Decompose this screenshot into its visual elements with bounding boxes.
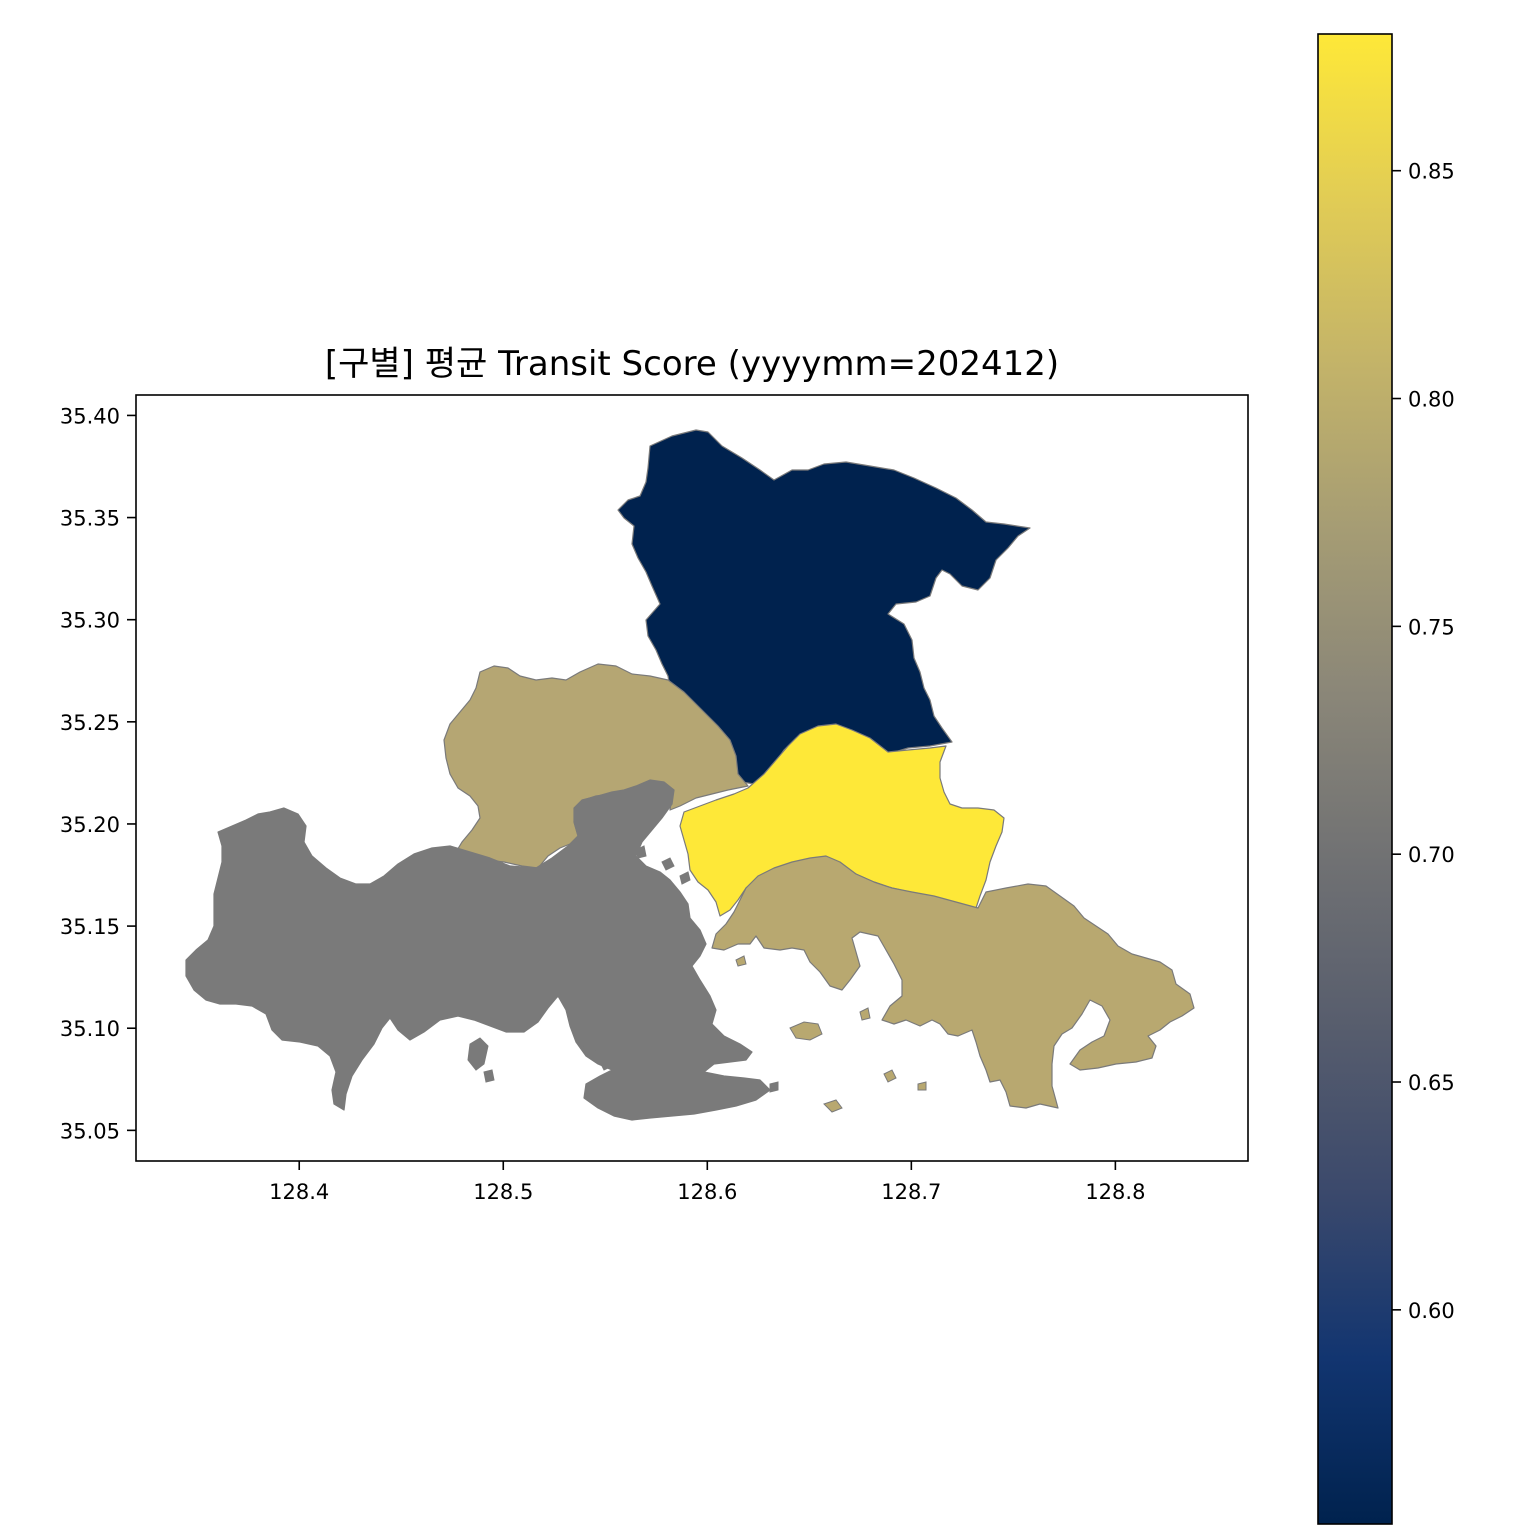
colorbar-frame: [1317, 33, 1393, 1525]
y-tick-label: 35.40: [60, 404, 120, 428]
colorbar-axis: 0.60 0.65 0.70 0.75 0.80 0.85: [1392, 160, 1455, 1323]
colorbar-tick-label: 0.85: [1408, 160, 1455, 184]
x-tick-label: 128.5: [473, 1180, 533, 1204]
map-regions: [185, 429, 1195, 1121]
colorbar-tick-label: 0.75: [1408, 615, 1455, 639]
y-tick-label: 35.10: [60, 1017, 120, 1041]
region-southwest[interactable]: [185, 779, 771, 1121]
x-tick-label: 128.6: [677, 1180, 737, 1204]
y-tick-label: 35.30: [60, 609, 120, 633]
colorbar-tick-label: 0.80: [1408, 388, 1455, 412]
colorbar-tick-label: 0.65: [1408, 1071, 1455, 1095]
map-axes-frame: [135, 394, 1249, 1162]
y-tick-label: 35.35: [60, 507, 120, 531]
x-tick-label: 128.7: [881, 1180, 941, 1204]
y-tick-label: 35.15: [60, 915, 120, 939]
y-tick-label: 35.25: [60, 711, 120, 735]
y-tick-label: 35.05: [60, 1119, 120, 1143]
colorbar-tick-label: 0.70: [1408, 843, 1455, 867]
x-tick-label: 128.8: [1085, 1180, 1145, 1204]
region-north[interactable]: [617, 429, 1031, 785]
x-axis: 128.4 128.5 128.6 128.7 128.8: [269, 1161, 1145, 1204]
y-tick-label: 35.20: [60, 813, 120, 837]
x-tick-label: 128.4: [269, 1180, 329, 1204]
region-southeast[interactable]: [711, 855, 1195, 1109]
chart-title: [구별] 평균 Transit Score (yyyymm=202412): [325, 344, 1059, 384]
colorbar-tick-label: 0.60: [1408, 1299, 1455, 1323]
colorbar-fill: [1318, 34, 1392, 1524]
islands: [467, 845, 927, 1113]
y-axis: 35.05 35.10 35.15 35.20 35.25 35.30 35.35 35.40: [60, 404, 136, 1143]
